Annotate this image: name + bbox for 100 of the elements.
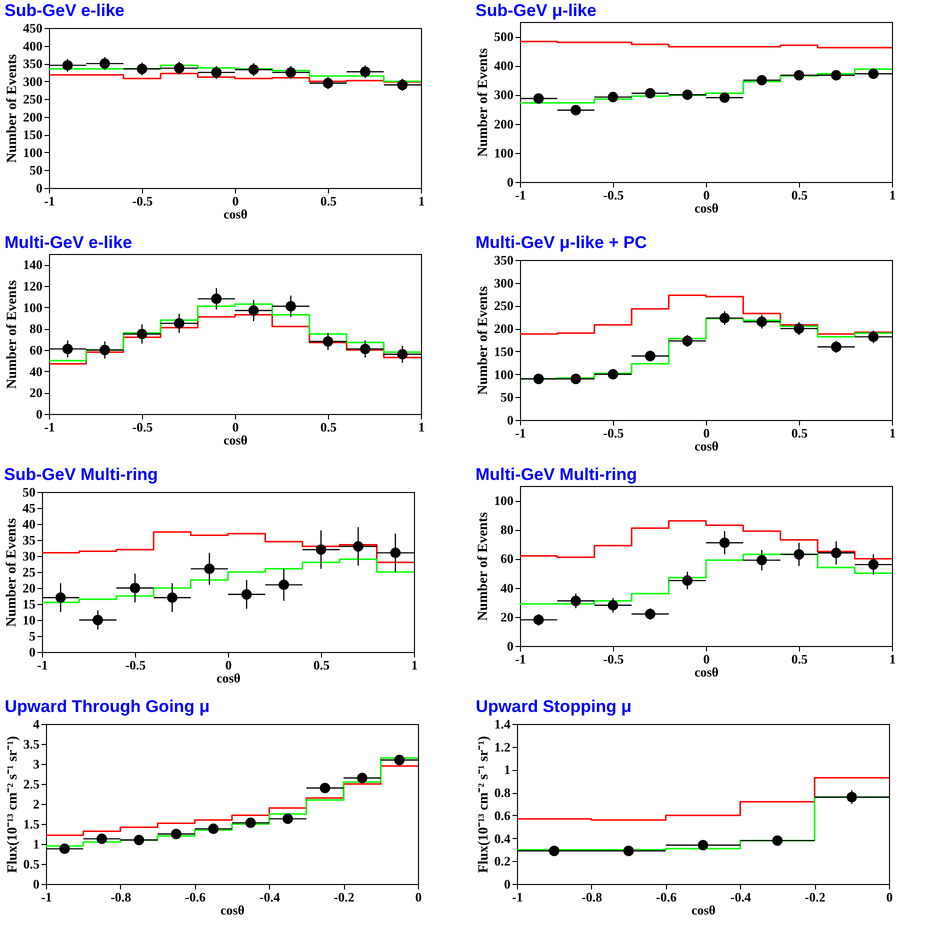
y-tick-label: 35 xyxy=(22,532,36,548)
y-tick-label: 1 xyxy=(504,762,510,778)
point xyxy=(533,374,544,384)
point xyxy=(170,828,182,840)
y-tick-label: 10 xyxy=(22,612,36,628)
point xyxy=(130,582,140,594)
y-tick-label: 0 xyxy=(507,174,514,190)
y-tick-label: 250 xyxy=(494,298,514,314)
x-tick-label: 0 xyxy=(703,426,710,440)
point xyxy=(166,592,178,603)
point xyxy=(174,62,184,74)
y-tick-label: 500 xyxy=(494,29,514,44)
y-tick-label: 150 xyxy=(23,127,42,142)
point xyxy=(794,549,804,560)
y-tick-label: 0.6 xyxy=(494,808,511,823)
y-tick-label: 300 xyxy=(23,74,42,89)
point xyxy=(322,336,334,347)
point xyxy=(756,316,768,327)
point xyxy=(211,294,222,304)
x-tick-label: 0 xyxy=(225,658,232,672)
y-tick-label: 100 xyxy=(494,145,514,160)
point xyxy=(174,318,184,329)
y-tick-label: 100 xyxy=(494,493,514,508)
x-tick-label: 0.5 xyxy=(791,188,808,202)
y-tick-label: 25 xyxy=(22,564,36,580)
y-tick-label: 350 xyxy=(23,56,42,72)
point xyxy=(394,754,405,766)
point xyxy=(868,68,879,80)
y-axis-title: Number of Events xyxy=(476,48,491,157)
x-tick-label: -0.8 xyxy=(582,890,603,904)
point xyxy=(92,614,104,626)
x-tick-label: -1 xyxy=(515,652,526,666)
x-tick-label: 1 xyxy=(411,658,418,672)
y-tick-label: 20 xyxy=(500,609,514,624)
y-axis-title: Number of Events xyxy=(5,54,20,163)
x-tick-label: 1 xyxy=(889,426,896,440)
x-tick-label: -0.6 xyxy=(185,890,206,904)
y-tick-label: 300 xyxy=(494,275,514,290)
y-tick-label: 50 xyxy=(22,484,36,500)
x-tick-label: 0.5 xyxy=(320,420,338,434)
point xyxy=(623,846,634,856)
x-tick-label: 1 xyxy=(418,194,425,208)
point xyxy=(211,67,222,78)
y-tick-label: 0.5 xyxy=(23,856,40,872)
point xyxy=(794,323,804,334)
x-tick-label: -0.2 xyxy=(804,890,826,904)
x-tick-label: 0 xyxy=(703,188,710,202)
x-tick-label: -0.8 xyxy=(110,890,132,904)
x-tick-label: 0.5 xyxy=(313,658,330,672)
y-tick-label: 1 xyxy=(33,836,40,852)
point xyxy=(830,548,842,558)
x-axis-title: cosθ xyxy=(223,206,248,222)
y-tick-label: 60 xyxy=(500,551,514,566)
point xyxy=(830,70,842,80)
x-axis-title: cosθ xyxy=(223,432,248,448)
point xyxy=(320,782,330,794)
x-tick-label: -0.4 xyxy=(259,890,280,904)
x-tick-label: 0.5 xyxy=(791,426,808,440)
y-tick-label: 200 xyxy=(494,116,514,132)
y-tick-label: 0.4 xyxy=(494,830,511,846)
x-tick-label: 0.5 xyxy=(320,194,338,208)
y-tick-label: 0 xyxy=(33,876,40,892)
point xyxy=(96,834,108,844)
point xyxy=(719,92,730,103)
x-tick-label: -0.5 xyxy=(132,194,154,208)
y-tick-label: 30 xyxy=(22,548,36,564)
point xyxy=(644,350,656,362)
point xyxy=(360,344,370,354)
point xyxy=(682,575,693,586)
x-tick-label: -1 xyxy=(512,890,523,904)
point xyxy=(756,74,768,86)
y-tick-label: 2.5 xyxy=(23,776,40,792)
y-tick-label: 50 xyxy=(500,390,514,405)
y-tick-label: 4 xyxy=(33,716,40,732)
point xyxy=(397,80,408,90)
y-tick-label: 0.2 xyxy=(494,854,510,869)
y-axis-title: Number of Events xyxy=(476,286,491,395)
y-tick-label: 60 xyxy=(30,342,42,358)
y-tick-label: 1.2 xyxy=(494,739,510,754)
y-tick-label: 15 xyxy=(22,596,36,612)
point xyxy=(100,58,110,69)
point xyxy=(570,374,582,384)
x-axis-title: cosθ xyxy=(691,902,716,918)
point xyxy=(208,824,219,834)
point xyxy=(134,834,144,846)
point xyxy=(322,78,334,88)
x-tick-label: -0.5 xyxy=(603,652,624,666)
point xyxy=(397,349,408,360)
point xyxy=(136,64,148,74)
point xyxy=(846,792,858,802)
point xyxy=(241,589,252,600)
point xyxy=(719,312,730,324)
y-tick-label: 3 xyxy=(33,756,40,772)
chart-title: Upward Stopping μ xyxy=(476,697,632,716)
point xyxy=(248,305,259,316)
y-tick-label: 20 xyxy=(22,580,36,596)
x-tick-label: 0 xyxy=(232,194,239,208)
y-tick-label: 80 xyxy=(30,321,42,336)
x-tick-label: -0.5 xyxy=(603,426,624,440)
y-tick-label: 40 xyxy=(500,580,514,596)
